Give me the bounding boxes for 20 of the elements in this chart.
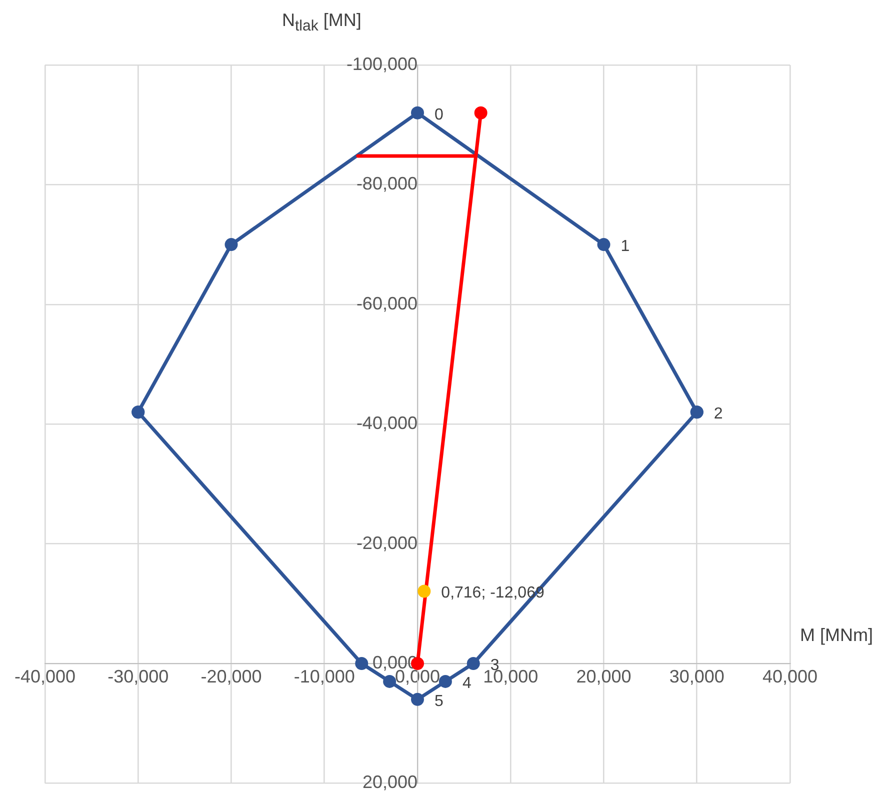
annotation: 5 (434, 692, 444, 710)
x-tick-label: -40,000 (14, 666, 76, 686)
annotation: 1 (620, 238, 630, 255)
x-tick-label: 30,000 (669, 666, 724, 686)
y-axis-title: N$_{tlak}$ [MN] (282, 10, 362, 35)
x-axis-title: M [MNm] (800, 625, 873, 646)
y-tick-label: -100,000 (346, 54, 418, 74)
x-tick-label: -20,000 (200, 666, 262, 686)
annotation: 0 (434, 106, 444, 124)
x-tick-label: 40,000 (762, 666, 818, 686)
y-tick-label: -80,000 (356, 174, 418, 194)
annotation: 2 (714, 406, 723, 423)
x-tick-label: -10,000 (294, 666, 355, 686)
y-tick-label: -40,000 (356, 413, 418, 434)
y-tick-label: -20,000 (356, 532, 418, 553)
x-tick-label: 20,000 (576, 666, 632, 686)
x-tick-label: -30,000 (108, 666, 169, 686)
y-tick-label: 20,000 (362, 772, 418, 792)
annotation: 4 (462, 674, 472, 692)
y-tick-label: -60,000 (356, 293, 418, 314)
